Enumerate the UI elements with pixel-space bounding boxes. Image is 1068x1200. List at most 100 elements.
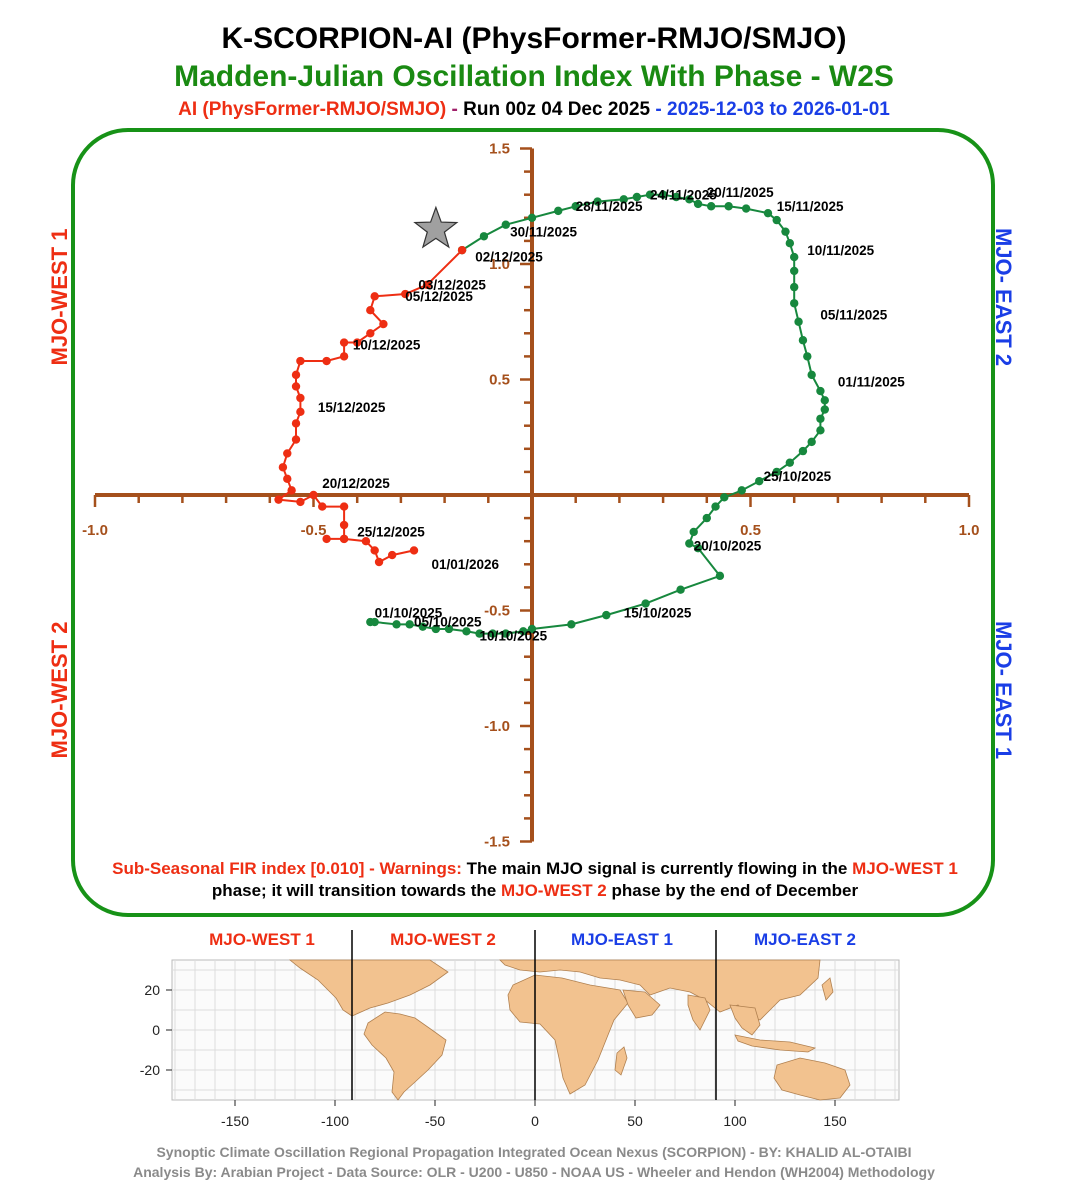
map-band-east1: MJO-EAST 1 xyxy=(571,930,673,949)
series-points xyxy=(274,190,829,638)
observed-data-point xyxy=(685,195,694,204)
forecast-data-point xyxy=(366,306,375,315)
observed-data-point xyxy=(803,352,812,361)
date-label: 10/10/2025 xyxy=(480,629,548,644)
observed-data-point xyxy=(702,513,711,523)
separator: - xyxy=(650,99,667,120)
axes: -1.0 -0.5 0.5 1.0 1.5 1.0 0.5 -0.5 -1.0 -1.5 xyxy=(82,141,979,851)
observed-data-point xyxy=(501,629,510,638)
observed-data-point xyxy=(519,627,528,636)
forecast-data-point xyxy=(322,534,331,544)
start-star-marker xyxy=(413,205,459,249)
observed-data-point xyxy=(711,502,720,511)
observed-data-point xyxy=(676,585,685,594)
map-x-tick-label: 50 xyxy=(627,1113,643,1129)
warning-text-2: phase; it will transition towards the xyxy=(211,881,501,900)
map-y-tick-label: -20 xyxy=(140,1062,160,1078)
forecast-data-point xyxy=(387,550,397,560)
forecast-data-point xyxy=(401,289,410,299)
landmass-south-america xyxy=(363,1011,447,1101)
observed-data-point xyxy=(798,336,808,345)
date-label: 20/11/2025 xyxy=(707,185,774,200)
observed-data-point xyxy=(820,405,829,414)
landmass-southeast-asia xyxy=(729,1004,761,1036)
observed-data-point xyxy=(444,624,454,634)
forecast-data-point xyxy=(366,329,375,338)
forecast-data-point xyxy=(291,370,301,380)
observed-data-point xyxy=(658,190,668,199)
date-label: 25/12/2025 xyxy=(357,525,425,540)
map-x-tick-label: 150 xyxy=(823,1113,847,1129)
observed-data-point xyxy=(619,195,628,204)
landmass-australia xyxy=(773,1057,851,1101)
observed-data-point xyxy=(527,624,537,634)
warning-text-3: phase by the end of December xyxy=(606,881,859,900)
observed-data-point xyxy=(715,571,725,581)
date-label: 05/10/2025 xyxy=(414,615,482,630)
observed-data-point xyxy=(772,467,781,477)
observed-data-point xyxy=(685,539,694,548)
observed-data-point xyxy=(405,620,414,629)
observed-data-point xyxy=(798,446,808,456)
run-time: Run 00z 04 Dec 2025 xyxy=(463,99,651,120)
date-label: 15/11/2025 xyxy=(777,199,844,214)
phase-label-west2: MJO-WEST 2 xyxy=(47,622,72,759)
chart-title: K-SCORPION-AI (PhysFormer-RMJO/SMJO) xyxy=(221,22,847,55)
landmass-arabia xyxy=(622,989,661,1019)
observed-data-point xyxy=(785,239,795,248)
forecast-data-point xyxy=(339,502,349,511)
observed-data-point xyxy=(781,227,790,236)
date-label: 10/11/2025 xyxy=(807,243,874,258)
observed-data-point xyxy=(816,426,825,435)
map-x-tick-label: 0 xyxy=(531,1113,539,1129)
landmass-madagascar xyxy=(614,1046,628,1076)
landmass-europe-asia xyxy=(499,959,821,1021)
forecast-data-point xyxy=(296,497,305,507)
x-tick-label: 1.0 xyxy=(959,522,980,539)
observed-data-point xyxy=(392,620,401,629)
observed-data-point xyxy=(790,252,799,262)
warning-phase-2: MJO-WEST 2 xyxy=(500,881,607,900)
landmass-north-america xyxy=(288,959,449,1017)
observed-data-point xyxy=(741,204,751,213)
world-map: MJO-WEST 1 MJO-WEST 2 MJO-EAST 1 MJO-EAS… xyxy=(140,930,900,1129)
forecast-data-point xyxy=(353,338,362,347)
observed-data-point xyxy=(724,202,733,211)
warning-text-1: The main MJO signal is currently flowing… xyxy=(461,859,853,878)
date-label: 05/11/2025 xyxy=(820,307,887,322)
date-label: 10/12/2025 xyxy=(353,337,421,352)
phase-label-east2: MJO- EAST 2 xyxy=(991,228,1016,366)
date-label: 01/11/2025 xyxy=(838,374,905,389)
forecast-data-point xyxy=(339,352,349,361)
forecast-data-point xyxy=(291,419,301,428)
observed-data-point xyxy=(479,232,489,241)
observed-data-point xyxy=(462,627,471,636)
model-name: AI (PhysFormer-RMJO/SMJO) xyxy=(178,99,447,120)
separator: - xyxy=(446,99,464,120)
observed-data-point xyxy=(554,206,563,216)
map-x-tick-label: -50 xyxy=(425,1113,445,1129)
observed-data-point xyxy=(501,220,510,229)
landmass-indonesia xyxy=(734,1034,817,1053)
forecast-data-point xyxy=(296,393,305,403)
date-label: 20/12/2025 xyxy=(322,476,390,491)
forecast-data-point xyxy=(291,382,301,391)
observed-data-point xyxy=(737,486,746,495)
forecast-data-point xyxy=(374,557,384,567)
observed-data-point xyxy=(693,543,703,553)
forecast-data-point xyxy=(339,534,349,544)
map-band-west1: MJO-WEST 1 xyxy=(209,930,315,949)
phase-label-west1: MJO-WEST 1 xyxy=(47,229,72,366)
observed-data-point xyxy=(431,624,441,634)
forecast-data-point xyxy=(361,537,371,546)
observed-data-point xyxy=(689,527,698,537)
chart-subtitle: Madden-Julian Oscillation Index With Pha… xyxy=(174,60,894,93)
map-band-west2: MJO-WEST 2 xyxy=(390,930,496,949)
observed-data-point xyxy=(602,610,611,620)
forecast-data-point xyxy=(309,490,318,500)
observed-data-point xyxy=(755,476,764,486)
observed-data-point xyxy=(706,202,716,211)
date-label: 15/12/2025 xyxy=(318,400,386,415)
